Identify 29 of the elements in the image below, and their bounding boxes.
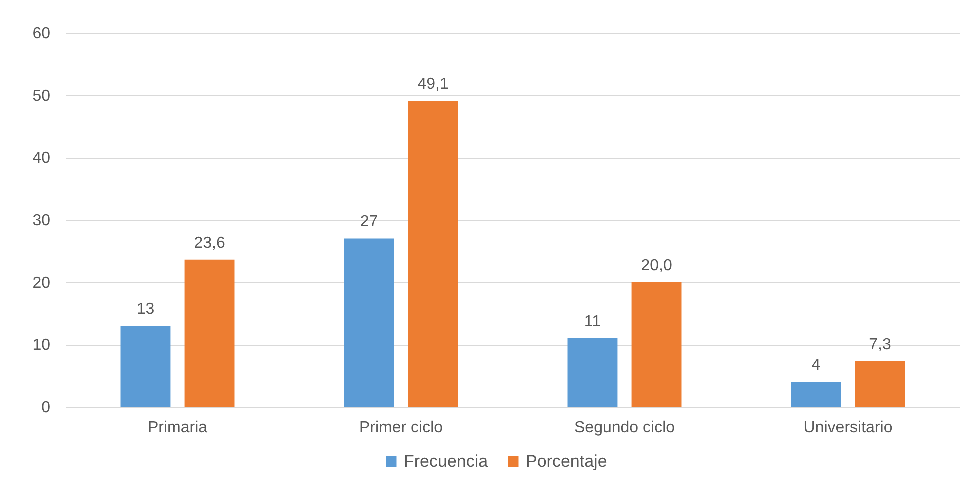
- data-label: 13: [136, 300, 155, 318]
- y-tick-label: 0: [42, 400, 51, 416]
- y-tick-label: 60: [32, 26, 51, 42]
- data-label: 49,1: [418, 76, 449, 93]
- data-label: 20,0: [641, 257, 672, 274]
- x-tick-label: Universitario: [804, 420, 893, 436]
- bar: [120, 326, 171, 407]
- y-tick-label: 40: [32, 150, 51, 168]
- data-label: 11: [584, 313, 602, 330]
- bar: [568, 338, 618, 407]
- x-tick-label: Primaria: [148, 420, 208, 436]
- data-label: 7,3: [869, 336, 892, 354]
- x-tick-label: Primer ciclo: [359, 420, 444, 436]
- data-label: 4: [812, 357, 821, 374]
- bar: [791, 382, 842, 407]
- y-tick-label: 50: [32, 88, 51, 105]
- legend-label: Frecuencia: [404, 452, 489, 471]
- y-tick-label: 10: [32, 337, 51, 354]
- x-tick-label: Segundo ciclo: [574, 420, 676, 436]
- y-tick-label: 30: [32, 212, 51, 230]
- bar: [344, 238, 394, 407]
- bar: [408, 100, 458, 407]
- bar: [855, 361, 906, 407]
- bar: [184, 260, 235, 407]
- data-label: 23,6: [194, 234, 226, 252]
- data-label: 27: [360, 214, 378, 231]
- y-tick-label: 20: [32, 274, 51, 292]
- bar: [632, 282, 682, 407]
- legend-label: Porcentaje: [526, 452, 608, 471]
